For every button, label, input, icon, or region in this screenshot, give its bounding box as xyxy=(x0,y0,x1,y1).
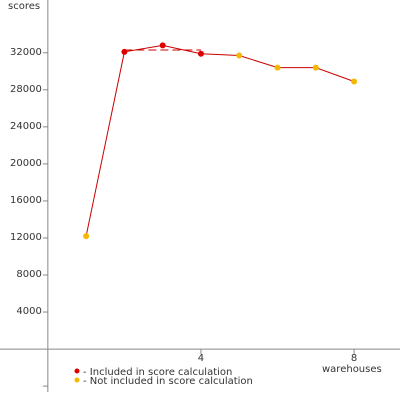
y-tick-label: 32000 xyxy=(10,47,42,58)
data-point xyxy=(83,233,90,240)
legend-marker xyxy=(74,368,80,374)
data-line xyxy=(85,44,355,237)
data-point xyxy=(121,48,128,55)
legend-label: - Included in score calculation xyxy=(83,367,232,378)
legend-label: - Not included in score calculation xyxy=(83,376,253,387)
y-tick-label: 16000 xyxy=(10,195,42,206)
x-tick-label: 8 xyxy=(351,353,357,364)
data-point xyxy=(236,52,243,59)
data-point xyxy=(312,64,319,71)
y-tick-label: 12000 xyxy=(10,232,42,243)
y-tick-label: 28000 xyxy=(10,84,42,95)
x-tick-label: 4 xyxy=(198,353,204,364)
y-tick-label: 8000 xyxy=(16,269,41,280)
data-point xyxy=(197,50,204,57)
data-point xyxy=(159,42,166,49)
y-axis-label: scores xyxy=(8,1,40,12)
data-point xyxy=(274,64,281,71)
y-tick-label: 24000 xyxy=(10,121,42,132)
data-point xyxy=(351,78,358,85)
y-tick-label: 4000 xyxy=(16,306,41,317)
legend-marker xyxy=(74,377,80,383)
x-axis-label: warehouses xyxy=(322,364,382,375)
y-tick-label: 20000 xyxy=(10,158,42,169)
